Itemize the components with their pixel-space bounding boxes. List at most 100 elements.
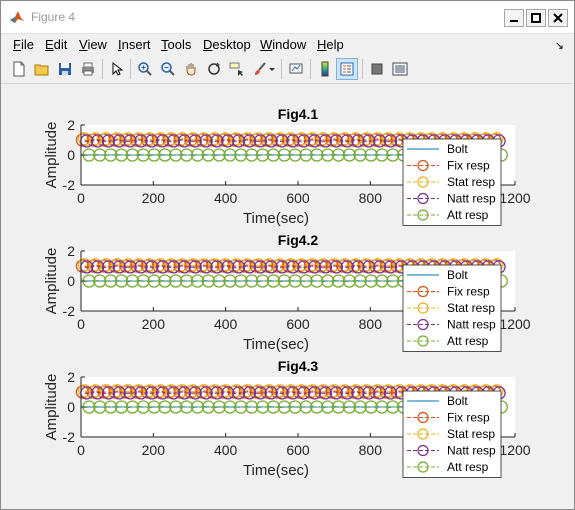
series-marker bbox=[134, 134, 148, 148]
series-marker bbox=[232, 134, 246, 148]
legend-entry: Att resp bbox=[447, 460, 489, 474]
series-marker bbox=[125, 274, 140, 288]
pan-icon bbox=[186, 63, 196, 76]
save-icon bbox=[59, 63, 71, 75]
series-marker bbox=[329, 260, 343, 274]
series-marker bbox=[318, 134, 333, 148]
series-marker bbox=[331, 400, 346, 414]
series-marker bbox=[292, 133, 307, 147]
series-marker bbox=[195, 133, 209, 147]
series-marker bbox=[299, 274, 313, 288]
series-marker bbox=[362, 386, 376, 400]
x-tick-label: 200 bbox=[142, 190, 166, 206]
legend-button[interactable] bbox=[336, 58, 358, 80]
zoom-in-button[interactable] bbox=[134, 58, 156, 80]
minimize-button[interactable] bbox=[504, 9, 524, 27]
menu-help[interactable]: Help bbox=[317, 37, 344, 52]
dock-arrow-icon[interactable]: ↘ bbox=[554, 40, 564, 52]
series-marker bbox=[93, 400, 107, 414]
save-button[interactable] bbox=[54, 58, 76, 80]
menu-tools[interactable]: Tools bbox=[161, 37, 192, 52]
series-marker bbox=[370, 384, 385, 398]
legend-marker bbox=[417, 285, 429, 298]
series-marker bbox=[175, 384, 189, 398]
open-file-button[interactable] bbox=[31, 58, 53, 80]
y-tick-label: -2 bbox=[63, 303, 76, 319]
x-tick-label: 200 bbox=[142, 442, 166, 458]
series-marker bbox=[331, 148, 346, 162]
hide-plot-tools-button[interactable] bbox=[366, 58, 388, 80]
series-marker bbox=[227, 259, 241, 273]
zoom-out-button[interactable] bbox=[157, 58, 179, 80]
legend-marker bbox=[417, 411, 429, 424]
print-button[interactable] bbox=[77, 58, 99, 80]
show-plot-tools-button[interactable] bbox=[389, 58, 411, 80]
x-tick-label: 400 bbox=[214, 442, 238, 458]
close-button[interactable] bbox=[548, 9, 568, 27]
series-marker bbox=[362, 260, 376, 274]
new-figure-button[interactable] bbox=[8, 58, 30, 80]
series-marker bbox=[86, 133, 100, 147]
series-marker bbox=[260, 259, 274, 273]
series-marker bbox=[329, 134, 343, 148]
series-marker bbox=[153, 132, 168, 146]
series-marker bbox=[375, 148, 389, 162]
series-marker bbox=[238, 259, 252, 273]
series-marker bbox=[349, 258, 363, 272]
series-marker bbox=[88, 258, 103, 272]
series-marker bbox=[260, 133, 274, 147]
series-marker bbox=[240, 132, 255, 146]
menu-edit[interactable]: Edit bbox=[45, 37, 68, 52]
series-marker bbox=[310, 274, 324, 288]
brush-button[interactable] bbox=[249, 58, 271, 80]
x-tick-label: 800 bbox=[359, 316, 383, 332]
link-plot-button[interactable] bbox=[285, 58, 307, 80]
series-marker bbox=[316, 384, 330, 398]
rotate-3d-button[interactable] bbox=[203, 58, 225, 80]
series-marker bbox=[307, 260, 322, 274]
legend-marker bbox=[417, 428, 429, 440]
pan-button[interactable] bbox=[180, 58, 202, 80]
series-marker bbox=[125, 148, 140, 162]
series-marker bbox=[284, 258, 298, 272]
legend-marker bbox=[417, 176, 429, 188]
series-marker bbox=[101, 260, 116, 274]
colorbar-button[interactable] bbox=[314, 58, 336, 80]
data-cursor-button[interactable] bbox=[226, 58, 248, 80]
series-marker bbox=[136, 400, 150, 414]
menu-insert[interactable]: Insert bbox=[118, 37, 151, 52]
series-marker bbox=[342, 274, 357, 288]
menu-view[interactable]: View bbox=[79, 37, 107, 52]
maximize-button[interactable] bbox=[526, 9, 546, 27]
series-marker bbox=[292, 259, 307, 273]
series-marker bbox=[114, 400, 129, 414]
menu-bar: File Edit View Insert Tools Desktop Wind… bbox=[1, 34, 574, 54]
series-marker bbox=[188, 134, 202, 148]
series-marker bbox=[121, 384, 135, 398]
menu-desktop[interactable]: Desktop bbox=[203, 37, 251, 52]
link-plot-icon bbox=[289, 63, 303, 74]
zoom-in-icon bbox=[138, 62, 152, 76]
brush-dropdown-button[interactable] bbox=[267, 58, 277, 80]
series-marker bbox=[357, 259, 372, 273]
series-marker bbox=[288, 274, 302, 288]
menu-window[interactable]: Window bbox=[260, 37, 307, 52]
series-marker bbox=[260, 385, 274, 399]
series-marker bbox=[255, 148, 270, 162]
series-marker bbox=[197, 258, 211, 272]
series-marker bbox=[90, 260, 105, 274]
series-marker bbox=[245, 400, 259, 414]
menu-file[interactable]: File bbox=[13, 37, 34, 52]
x-tick-label: 800 bbox=[359, 190, 383, 206]
zoom-out-icon bbox=[161, 62, 175, 76]
pointer-button[interactable] bbox=[106, 58, 128, 80]
series-marker bbox=[158, 400, 172, 414]
x-tick-label: 400 bbox=[214, 316, 238, 332]
figure-canvas[interactable]: Fig4.120-2020040060080010001200Time(sec)… bbox=[9, 91, 566, 501]
legend-entry: Natt resp bbox=[447, 192, 496, 206]
series-marker bbox=[266, 274, 281, 288]
title-bar[interactable]: Figure 4 bbox=[1, 1, 574, 34]
series-marker bbox=[253, 386, 268, 400]
series-marker bbox=[347, 133, 361, 147]
series-marker bbox=[245, 148, 259, 162]
